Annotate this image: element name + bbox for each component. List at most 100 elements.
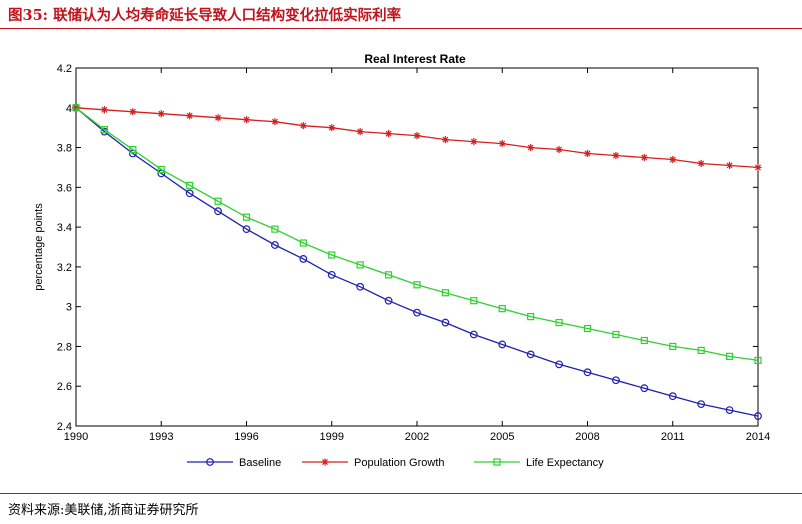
data-point [299,239,307,247]
data-point [527,143,535,152]
data-point [469,330,478,339]
data-point [612,376,620,385]
legend: Baseline Population Growth Life Expectancy [187,457,604,469]
data-point [356,128,364,136]
data-point [668,392,677,401]
y-tick-label: 3.8 [57,143,72,155]
data-point [129,108,137,116]
series-line [75,107,759,362]
data-point [640,384,649,393]
data-point [271,118,279,126]
x-tick-label: 2005 [490,431,514,443]
data-point [640,153,648,162]
legend-label: Life Expectancy [526,457,604,469]
data-point [206,458,214,466]
x-axis: 1990 1993 1996 1999 2002 2005 2008 2011 2014 [64,68,770,443]
y-tick-label: 2.4 [57,421,72,433]
data-point [725,352,734,360]
data-point [214,197,222,205]
data-point [242,116,251,124]
data-point [157,165,165,174]
data-point [555,145,563,154]
series-line [75,107,759,417]
data-point [697,346,705,355]
data-point [271,241,279,249]
data-point [72,104,80,112]
data-point [697,400,706,409]
y-tick-label: 3.4 [57,222,72,234]
data-point [669,155,677,164]
data-point [754,412,762,420]
data-point [384,271,393,279]
data-point [356,261,364,269]
data-point [441,136,450,144]
data-point [555,360,563,369]
data-point [327,270,336,279]
data-point [498,340,507,349]
y-tick-label: 4 [66,103,72,115]
legend-item: Population Growth [302,457,445,469]
data-point [100,106,109,114]
data-point [612,330,620,339]
line-chart: Real Interest Rate 2.4 2.6 2.8 3 3.2 3.4 3.6 3.… [33,52,770,469]
x-tick-label: 1999 [320,431,344,443]
data-point [413,281,421,289]
data-point [470,297,478,305]
data-point [754,356,762,364]
data-point [725,161,734,170]
data-point [441,318,450,327]
data-point [186,181,194,189]
data-point [271,225,279,233]
legend-item: Baseline [187,457,281,469]
source-note: 资料来源:美联储,浙商证券研究所 [8,503,199,518]
data-point [555,318,563,327]
legend-label: Population Growth [354,457,445,469]
y-axis-label: percentage points [33,203,45,291]
series-life-expectancy [72,104,762,364]
series-layer [72,103,762,420]
data-point [129,145,137,154]
data-point [186,112,194,120]
data-point [498,305,506,313]
data-point [356,282,365,291]
x-tick-label: 2008 [575,431,599,443]
y-axis: 2.4 2.6 2.8 3 3.2 3.4 3.6 3.8 4 4.2 [57,63,758,433]
x-tick-label: 2014 [746,431,770,443]
series-baseline [72,103,762,420]
x-tick-label: 1996 [234,431,258,443]
data-point [725,406,734,414]
data-point [242,225,251,234]
data-point [697,159,705,168]
data-point [470,137,478,146]
data-point [328,124,336,132]
data-point [299,122,307,130]
x-tick-label: 2011 [661,431,685,443]
data-point [583,368,592,377]
legend-label: Baseline [239,457,281,469]
y-tick-label: 4.2 [57,63,72,75]
data-point [583,324,592,333]
data-point [384,130,393,138]
data-point [72,104,80,112]
data-point [527,313,535,321]
data-point [328,251,336,259]
data-point [583,149,592,158]
data-point [669,342,677,351]
data-point [612,151,620,160]
data-point [299,255,308,263]
data-point [100,126,109,134]
figure-title: 图35: 联储认为人均寿命延长导致人口结构变化拉低实际利率 [8,7,402,24]
legend-item: Life Expectancy [474,457,604,469]
data-point [441,289,450,297]
data-point [157,110,165,118]
data-point [526,350,535,359]
data-point [214,114,222,122]
y-tick-label: 3 [66,302,72,314]
y-tick-label: 3.2 [57,262,72,274]
y-tick-label: 2.8 [57,341,72,353]
data-point [214,207,222,216]
plot-frame [75,67,759,427]
source-divider [0,493,802,494]
data-point [413,308,421,317]
data-point [242,213,251,221]
